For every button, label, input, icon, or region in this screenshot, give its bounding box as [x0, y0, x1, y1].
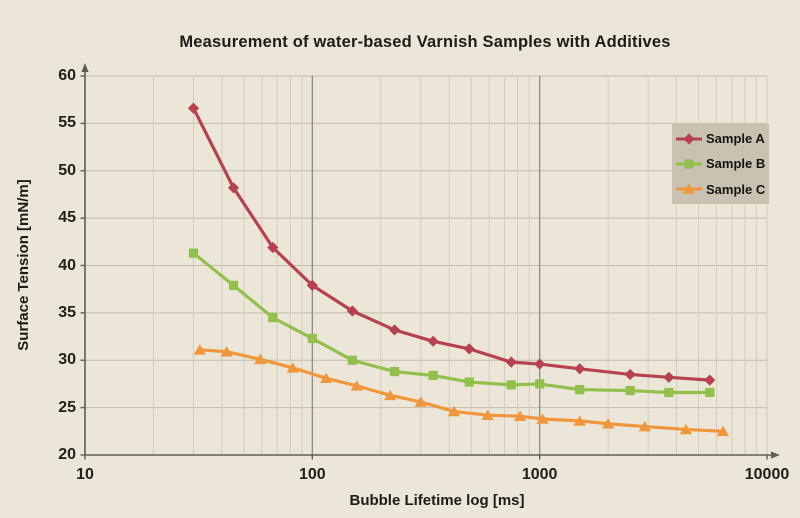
x-tick-label: 10000	[744, 466, 790, 483]
legend-entry-sample-b: Sample B	[672, 156, 769, 171]
y-tick-label: 20	[58, 446, 76, 463]
y-tick-label: 60	[58, 67, 76, 84]
legend-label: Sample C	[706, 181, 766, 197]
sample-b-line-marker-icon	[676, 159, 702, 169]
gridlines	[85, 75, 768, 455]
series-sample-b	[188, 248, 715, 398]
y-tick-label: 50	[58, 161, 76, 179]
axes	[80, 63, 780, 460]
y-tick-label: 40	[58, 256, 76, 274]
legend: Sample A Sample B Sample C	[672, 124, 769, 204]
legend-entry-sample-a: Sample A	[672, 131, 769, 146]
x-tick-label: 100	[298, 466, 326, 483]
sample-c-line-marker-icon	[676, 183, 702, 195]
y-tick-label: 55	[58, 114, 76, 132]
series-sample-c	[193, 344, 730, 437]
legend-label: Sample B	[706, 156, 766, 172]
y-tick-label: 45	[58, 209, 76, 227]
x-tick-label: 10	[76, 466, 94, 483]
legend-entry-sample-c: Sample C	[672, 182, 769, 197]
legend-label: Sample A	[706, 131, 765, 147]
sample-a-line-marker-icon	[676, 133, 702, 145]
x-axis-title: Bubble Lifetime log [ms]	[349, 492, 525, 509]
x-tick-label: 1000	[521, 466, 558, 483]
series-sample-a	[187, 102, 716, 386]
y-tick-label: 35	[58, 303, 76, 321]
y-tick-label: 25	[58, 398, 76, 416]
chart-title: Measurement of water-based Varnish Sampl…	[179, 33, 671, 51]
y-tick-label: 30	[58, 351, 76, 369]
y-axis-title: Surface Tension [mN/m]	[15, 179, 32, 351]
